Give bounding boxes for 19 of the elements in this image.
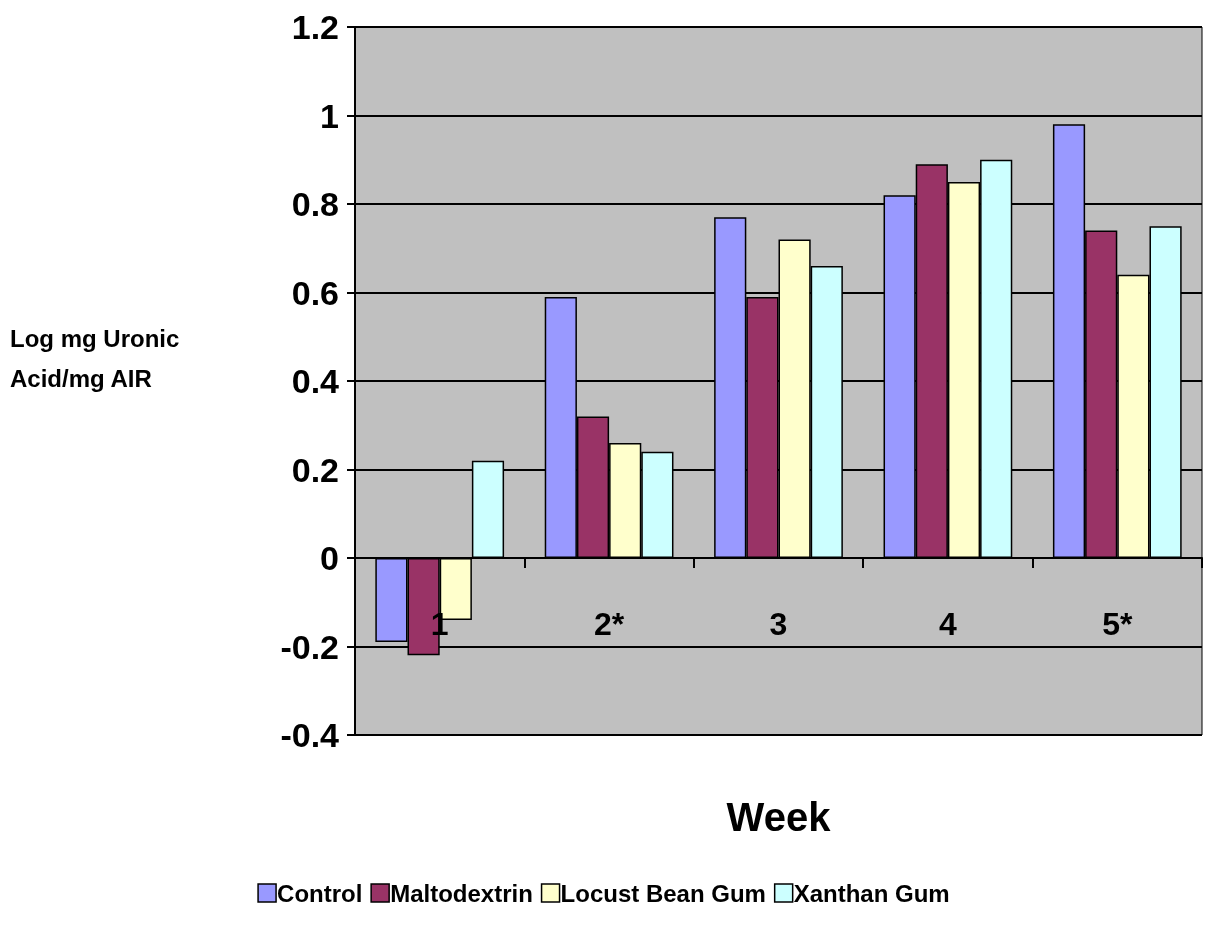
- legend-label: Maltodextrin: [390, 879, 533, 907]
- y-tick-label: -0.4: [280, 716, 340, 754]
- y-axis-title: Log mg Uronic Acid/mg AIR: [10, 324, 186, 392]
- y-tick-label: -0.2: [280, 627, 339, 666]
- legend-label: Locust Bean Gum: [560, 879, 766, 907]
- legend-label: Xanthan Gum: [793, 879, 950, 907]
- y-tick-label: 0.6: [291, 273, 339, 312]
- x-tick-label: 5*: [1102, 606, 1133, 642]
- y-tick-label: 1.2: [291, 8, 339, 46]
- x-tick-label: 2*: [593, 606, 625, 642]
- y-tick-label: 0: [320, 539, 339, 577]
- legend-label: Control: [277, 879, 363, 907]
- x-tick-label: 4: [939, 606, 957, 642]
- x-tick-label: 3: [769, 606, 788, 642]
- y-tick-label: 0.4: [291, 362, 340, 400]
- y-tick-label: 1: [320, 96, 339, 135]
- x-axis-title: Week: [726, 795, 832, 839]
- y-tick-label: 0.8: [291, 185, 339, 223]
- y-tick-label: 0.2: [291, 450, 339, 489]
